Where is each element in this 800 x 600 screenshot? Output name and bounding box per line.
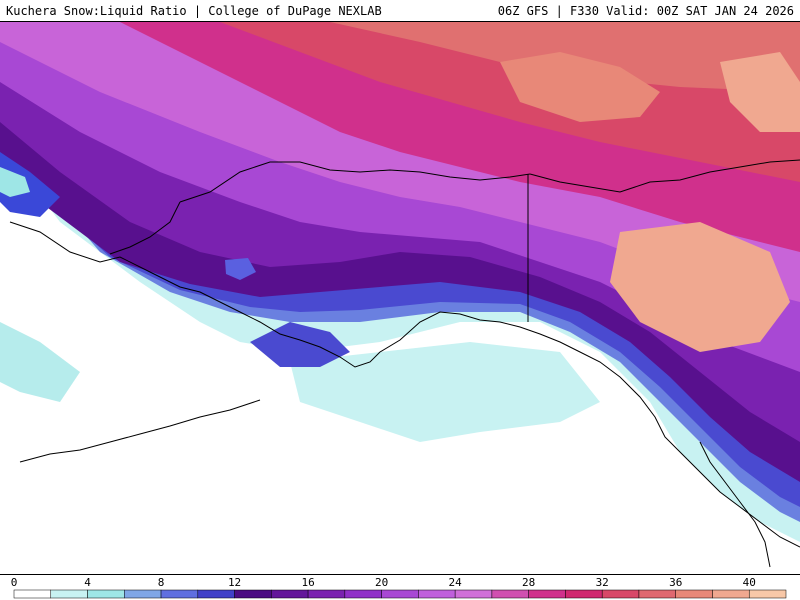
product-title: Kuchera Snow:Liquid Ratio | College of D… [6, 4, 382, 18]
ratio-high-peach-east [610, 222, 790, 352]
colorbar-tick-label: 36 [669, 576, 682, 589]
colorbar-swatch [454, 589, 493, 599]
model-run-info: 06Z GFS | F330 Valid: 00Z SAT JAN 24 202… [497, 4, 794, 18]
bc-coast [699, 441, 771, 568]
colorbar-swatch [124, 589, 162, 599]
ratio-patch-cyan-nw [0, 167, 30, 197]
colorbar-swatch [748, 589, 787, 599]
colorbar-tick-label: 40 [743, 576, 756, 589]
ratio-band-cyan-west [0, 322, 80, 402]
canada-arctic-coast [529, 159, 800, 193]
colorbar-swatch [418, 589, 456, 599]
ratio-patch-blue-nw [0, 152, 60, 217]
colorbar-tick-label: 32 [596, 576, 609, 589]
colorbar-swatch [344, 589, 382, 599]
colorbar-swatch [50, 589, 88, 599]
colorbar-swatch [197, 589, 235, 599]
colorbar-swatch [87, 589, 125, 599]
coastline [9, 159, 800, 568]
map-canvas [0, 22, 800, 574]
alaska-coastline [9, 221, 800, 548]
colorbar-swatch [307, 589, 346, 599]
colorbar-swatch [712, 589, 750, 599]
colorbar-tick-label: 12 [228, 576, 241, 589]
aleutian-chain [19, 399, 261, 463]
ratio-patch-blue-peninsula [250, 322, 350, 367]
map-header: Kuchera Snow:Liquid Ratio | College of D… [0, 0, 800, 22]
colorbar-swatch [160, 589, 199, 599]
ratio-patch-blue-interior [225, 258, 256, 280]
colorbar-tick-label: 28 [522, 576, 535, 589]
snow-ratio-map[interactable] [0, 22, 800, 575]
colorbar-swatch [271, 589, 309, 599]
colorbar-tick-label: 4 [84, 576, 91, 589]
alaska-west-coast [109, 201, 181, 255]
colorbar-swatch [13, 589, 52, 599]
colorbar-canvas: 0 4 8 12 16 20 24 28 32 36 40 [11, 576, 787, 599]
colorbar-swatch [675, 589, 713, 599]
colorbar-tick-label: 20 [375, 576, 388, 589]
colorbar-swatch [491, 589, 529, 599]
colorbar-swatch [601, 589, 640, 599]
alaska-north-coast [179, 161, 531, 203]
colorbar-tick-label: 16 [301, 576, 314, 589]
colorbar-swatch [565, 589, 603, 599]
colorbar-tick-label: 8 [158, 576, 165, 589]
colorbar-swatch [638, 589, 676, 599]
colorbar: 0 4 8 12 16 20 24 28 32 36 40 [0, 575, 800, 600]
colorbar-tick-label: 24 [449, 576, 463, 589]
ratio-high-peach-ne [720, 52, 800, 132]
colorbar-swatch [234, 589, 272, 599]
colorbar-swatch [381, 589, 419, 599]
ratio-band-cyan-gulf [290, 342, 600, 442]
colorbar-tick-label: 0 [11, 576, 18, 589]
ratio-high-peach-north [500, 52, 660, 122]
colorbar-swatch [528, 589, 566, 599]
